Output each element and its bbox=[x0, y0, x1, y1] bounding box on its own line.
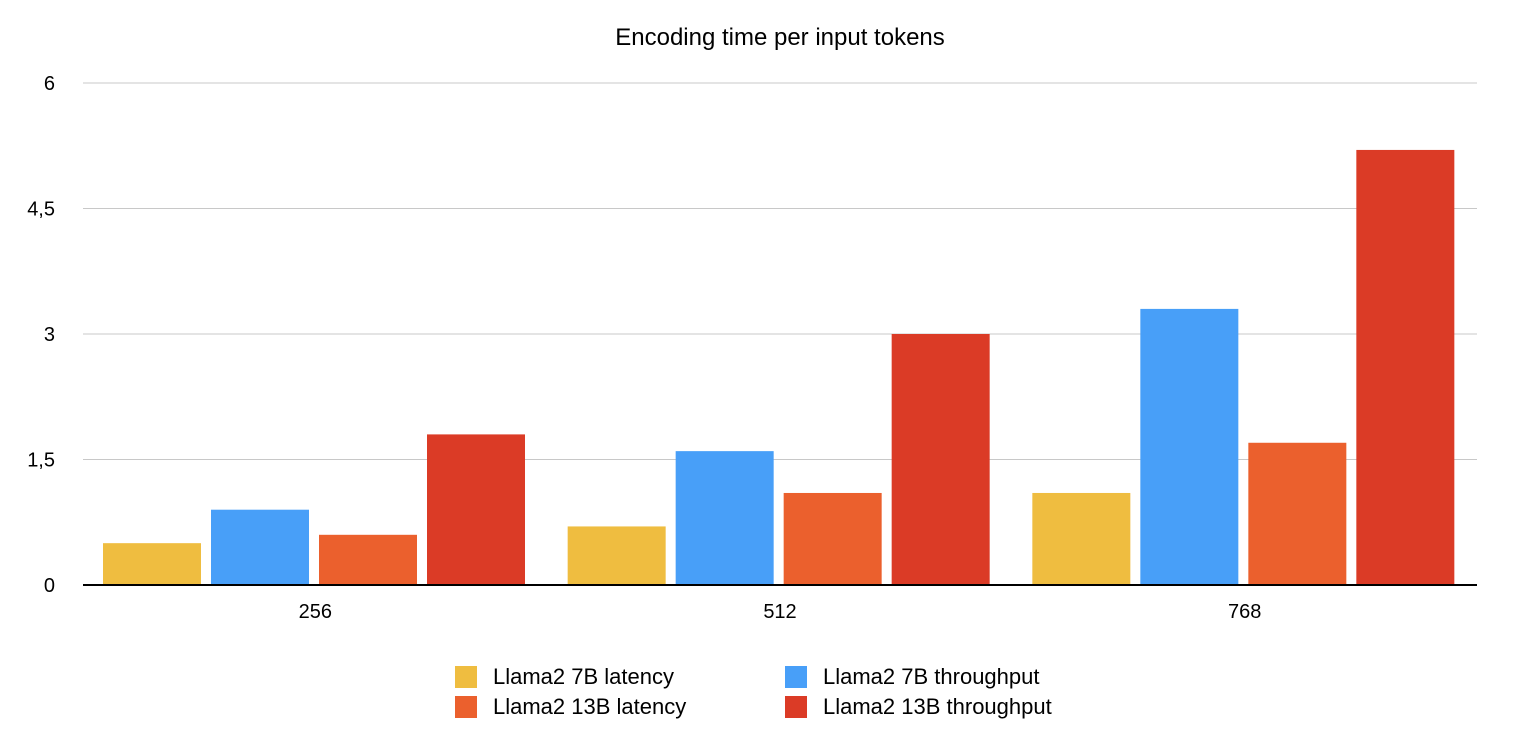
bar bbox=[891, 334, 990, 585]
bar bbox=[211, 509, 309, 585]
x-tick-label: 256 bbox=[299, 601, 332, 623]
legend-swatch bbox=[785, 666, 807, 688]
bar bbox=[1248, 442, 1347, 585]
chart-title: Encoding time per input tokens bbox=[615, 24, 945, 51]
legend: Llama2 7B latency Llama2 7B throughput L… bbox=[455, 664, 1085, 720]
y-tick-label: 1,5 bbox=[27, 450, 55, 472]
y-tick-label: 6 bbox=[44, 73, 55, 95]
bar bbox=[1356, 149, 1455, 585]
legend-label: Llama2 7B throughput bbox=[823, 664, 1040, 689]
legend-swatch bbox=[785, 696, 807, 718]
legend-item: Llama2 7B throughput bbox=[785, 664, 1085, 690]
legend-label: Llama2 13B latency bbox=[493, 694, 687, 719]
y-tick-label: 0 bbox=[44, 575, 55, 597]
bar bbox=[783, 492, 882, 585]
legend-label: Llama2 7B latency bbox=[493, 664, 674, 689]
x-tick-label: 512 bbox=[763, 601, 796, 623]
x-tick-label: 768 bbox=[1228, 601, 1261, 623]
bar bbox=[103, 543, 201, 585]
bar bbox=[567, 526, 666, 585]
y-tick-label: 4,5 bbox=[27, 199, 55, 221]
bar bbox=[1032, 492, 1131, 585]
legend-label: Llama2 13B throughput bbox=[823, 694, 1052, 719]
legend-swatch bbox=[455, 666, 477, 688]
y-tick-label: 3 bbox=[44, 324, 55, 346]
bar bbox=[675, 451, 774, 585]
legend-item: Llama2 13B latency bbox=[455, 694, 785, 720]
legend-swatch bbox=[455, 696, 477, 718]
bar bbox=[427, 434, 525, 585]
bar bbox=[1140, 308, 1239, 585]
legend-item: Llama2 7B latency bbox=[455, 664, 785, 690]
bar bbox=[319, 534, 417, 585]
legend-item: Llama2 13B throughput bbox=[785, 694, 1085, 720]
